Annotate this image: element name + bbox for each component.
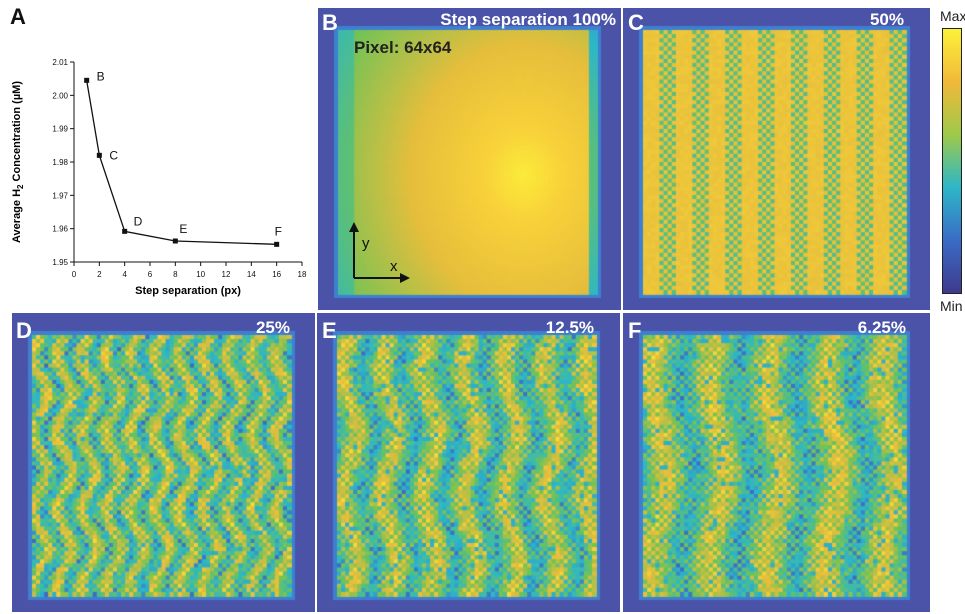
heatmap-f-canvas: [623, 313, 930, 612]
heatmap-panel-c: [623, 8, 930, 310]
y-axis-label-subscript: 2: [16, 184, 25, 189]
panel-f-step-label: 6.25%: [857, 318, 906, 337]
line-chart: 0 2 4 6 8 10 12 14 16 18 1.95 1.96 1.97 1.98 1.99 2.00 2…: [11, 58, 307, 297]
x-tick-label: 10: [196, 270, 205, 279]
panel-e-letter: E: [322, 318, 337, 343]
x-tick-label: 14: [247, 270, 256, 279]
panel-d-letter: D: [16, 318, 32, 343]
x-tick-label: 16: [272, 270, 281, 279]
data-point: [96, 152, 102, 158]
heatmap-panel-f: [623, 313, 930, 612]
x-tick-label: 0: [72, 270, 77, 279]
y-tick-label: 2.00: [52, 91, 68, 100]
heatmap-d-canvas: [12, 313, 315, 612]
panel-d-step-label: 25%: [255, 318, 290, 337]
data-point: [84, 77, 90, 83]
colorbar-max-label: Max: [940, 8, 965, 24]
y-axis-label: Average H2 Concentration (µM): [11, 81, 25, 243]
panel-c-step-label: 50%: [869, 10, 904, 29]
heatmap-panel-e: [317, 313, 620, 612]
heatmap-panel-d: [12, 313, 315, 612]
colorbar-min-label: Min: [940, 298, 963, 314]
y-tick-label: 2.01: [52, 58, 68, 67]
x-tick-label: 18: [298, 270, 307, 279]
panel-f-letter: F: [628, 318, 642, 343]
panel-e-step-label: 12.5%: [545, 318, 594, 337]
chart-axes: [73, 62, 302, 263]
colorbar-gradient: [942, 28, 962, 294]
point-label: B: [97, 69, 105, 83]
panel-b-step-label: Step separation 100%: [440, 10, 616, 29]
y-axis-label-prefix: Average H: [11, 189, 23, 243]
heatmap-b-canvas: [318, 8, 621, 310]
panel-c-letter: C: [628, 10, 644, 35]
chart-series: B C D E F: [84, 69, 282, 247]
y-tick-label: 1.98: [52, 158, 68, 167]
pixel-size-label: Pixel: 64x64: [354, 38, 452, 57]
data-point: [274, 241, 280, 247]
y-axis-label-suffix: Concentration (µM): [11, 81, 23, 185]
x-tick-label: 2: [97, 270, 102, 279]
x-tick-label: 4: [122, 270, 127, 279]
point-label: F: [275, 224, 282, 238]
point-label: D: [134, 214, 143, 228]
point-label: E: [179, 222, 187, 236]
axis-arrows: y x: [349, 222, 410, 283]
x-tick-label: 12: [222, 270, 231, 279]
data-point: [122, 228, 128, 234]
heatmap-c-canvas: [623, 8, 930, 310]
point-label: C: [109, 148, 118, 162]
colorbar: [942, 28, 962, 294]
x-tick-label: 6: [148, 270, 153, 279]
y-tick-label: 1.97: [52, 191, 68, 200]
heatmap-panel-b: [318, 8, 621, 310]
heatmap-e-canvas: [317, 313, 620, 612]
panel-a-letter: A: [10, 4, 26, 29]
x-axis-letter: x: [390, 258, 398, 275]
y-arrow-head: [349, 222, 359, 232]
panel-b-letter: B: [322, 10, 338, 35]
data-point: [172, 238, 178, 244]
x-arrow-head: [400, 273, 410, 283]
y-tick-label: 1.95: [52, 258, 68, 267]
x-tick-label: 8: [173, 270, 178, 279]
y-axis-letter: y: [362, 235, 370, 252]
chart-ticks: 0 2 4 6 8 10 12 14 16 18 1.95 1.96 1.97 1.98 1.99 2.00 2…: [52, 58, 307, 279]
y-tick-label: 1.96: [52, 225, 68, 234]
y-tick-label: 1.99: [52, 125, 68, 134]
x-axis-label: Step separation (px): [135, 285, 241, 297]
